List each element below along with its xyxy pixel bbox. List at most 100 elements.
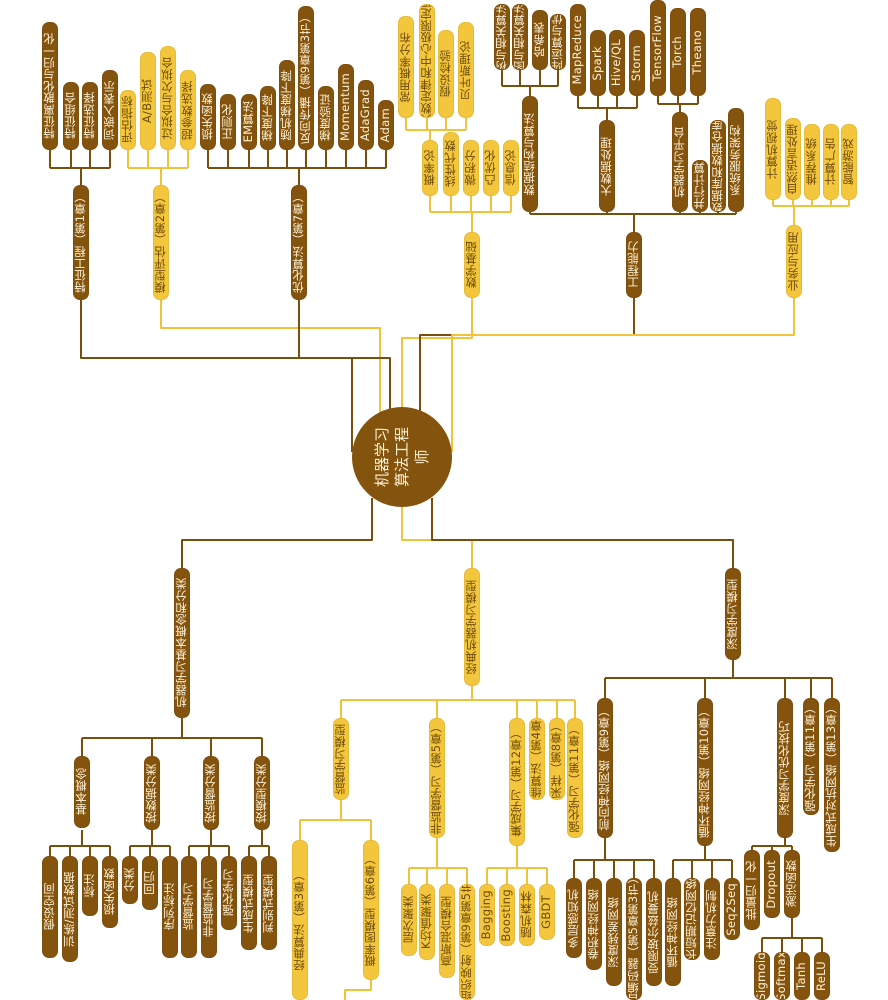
eval-leaf[interactable]: 过拟合与欠拟合 <box>160 46 176 150</box>
eng-leaf[interactable]: 大数据处理 <box>599 120 615 212</box>
ffn-leaf[interactable]: 自编码器（第5章第3节） <box>626 878 642 1000</box>
supervised-sub[interactable]: 经典算法（第3章） <box>292 840 308 1000</box>
basic-leaf[interactable]: 非监督学习 <box>201 856 217 958</box>
classic-category[interactable]: 降维算法（第4章） <box>529 718 545 800</box>
basic-leaf[interactable]: 分类 <box>122 856 138 904</box>
ffn-leaf[interactable]: 多层感知机 <box>566 878 582 958</box>
math-leaf[interactable]: 微积分 <box>463 140 479 196</box>
unsup-leaf[interactable]: 层次聚类 <box>401 884 417 956</box>
math-subleaf[interactable]: 常用概率分布 <box>398 16 414 118</box>
basic-category[interactable]: 按监督分类 <box>203 756 219 830</box>
bd-leaf[interactable]: MapReduce <box>570 4 586 96</box>
basic-category[interactable]: 按数据分类 <box>144 756 160 830</box>
basic-category[interactable]: 基本概念 <box>74 756 90 828</box>
eng-leaf[interactable]: 数据库和数据仓库 <box>710 120 726 212</box>
basic-leaf[interactable]: 损失函数 <box>102 856 118 928</box>
basic-category[interactable]: 按模型分类 <box>254 756 270 830</box>
unsup-leaf[interactable]: K均值聚类 <box>419 884 435 960</box>
ds-leaf[interactable]: 树与相关算法 <box>494 4 510 70</box>
deep-category[interactable]: 深度学习优化技巧 <box>777 698 793 838</box>
mlp-leaf[interactable]: Torch <box>670 8 686 96</box>
classic-category[interactable]: 监督学习模型 <box>333 718 349 800</box>
ds-leaf[interactable]: 矩阵运算与优化 <box>550 14 566 70</box>
basic-leaf[interactable]: 监督学习 <box>181 856 197 958</box>
opt-leaf[interactable]: Momentum <box>338 64 354 150</box>
opt-leaf[interactable]: AdaGrad <box>358 80 374 150</box>
branch-opt[interactable]: 优化算法（第7章） <box>291 185 307 300</box>
math-leaf[interactable]: 凸优化 <box>483 140 499 196</box>
eval-leaf[interactable]: 超参数选择 <box>180 70 196 150</box>
basic-leaf[interactable]: 假设空间 <box>42 856 58 958</box>
activation-leaf[interactable]: ReLU <box>814 952 830 1000</box>
deep-category[interactable]: 前向神经网络（第9章） <box>597 698 613 838</box>
rnn-leaf[interactable]: 注意力机制 <box>704 878 720 960</box>
ds-leaf[interactable]: 哈希表 <box>532 10 548 70</box>
math-subleaf[interactable]: 贝叶斯理论 <box>458 22 474 118</box>
eng-leaf[interactable]: 数据结构与算法 <box>522 96 538 212</box>
ffn-leaf[interactable]: 卷积神经网络 <box>586 878 602 970</box>
bd-leaf[interactable]: Spark <box>590 30 606 96</box>
ensemble-leaf[interactable]: Bagging <box>479 884 495 946</box>
ds-leaf[interactable]: 图与相关算法 <box>512 4 528 70</box>
basic-leaf[interactable]: 训练/测试数据 <box>62 856 78 962</box>
math-subleaf[interactable]: 假设检验 <box>438 30 454 118</box>
mlp-leaf[interactable]: TensorFlow <box>650 0 666 96</box>
eval-leaf[interactable]: 评估指标 <box>120 90 136 150</box>
eval-leaf[interactable]: A/B测试 <box>140 52 156 150</box>
ffn-leaf[interactable]: 深度残差网络 <box>606 878 622 986</box>
supervised-sub[interactable]: 概率图模型（第6章） <box>363 840 379 980</box>
classic-category[interactable]: 非监督学习（第5章） <box>429 718 445 838</box>
trick-leaf[interactable]: 批量归一化 <box>744 850 760 930</box>
opt-leaf[interactable]: 损失函数 <box>200 84 216 150</box>
branch-biz[interactable]: 业务与应用 <box>786 225 802 298</box>
classic-category[interactable]: 采样（第8章） <box>549 718 565 800</box>
branch-deep[interactable]: 深度学习模型 <box>725 568 741 660</box>
eng-leaf[interactable]: 机器学习平台 <box>672 112 688 212</box>
deep-category[interactable]: 循环神经网络（第10章） <box>697 698 713 846</box>
branch-classic[interactable]: 经典机器学习模型 <box>464 568 480 686</box>
basic-leaf[interactable]: 标注 <box>82 856 98 916</box>
feat-leaf[interactable]: 特征选择 <box>82 82 98 150</box>
biz-leaf[interactable]: 计算机视觉 <box>765 98 781 200</box>
rnn-leaf[interactable]: 循环神经网络 <box>665 878 681 986</box>
opt-leaf[interactable]: 随机梯度下降 <box>279 60 295 150</box>
classic-category[interactable]: 强化学习（第11章） <box>567 718 583 838</box>
mlp-leaf[interactable]: Theano <box>690 8 706 96</box>
deep-category[interactable]: 强化学习（第11章） <box>803 698 819 815</box>
ensemble-leaf[interactable]: GBDT <box>539 884 555 940</box>
ffn-leaf[interactable]: 受限玻尔兹曼机 <box>646 878 662 986</box>
bd-leaf[interactable]: Storm <box>629 30 645 96</box>
root-node[interactable]: 机器学习算法工程师 <box>352 407 452 507</box>
eng-leaf[interactable]: 系统服务架构 <box>728 108 744 212</box>
biz-leaf[interactable]: 计算广告 <box>823 124 839 200</box>
unsup-leaf[interactable]: 高斯混合模型 <box>439 884 455 978</box>
ensemble-leaf[interactable]: 随机森林 <box>519 884 535 946</box>
opt-leaf[interactable]: 反向传播（第9章第3节） <box>298 6 314 150</box>
branch-basic[interactable]: 机器学习基本概念和分类 <box>174 568 190 718</box>
basic-leaf[interactable]: 强化学习 <box>221 856 237 930</box>
branch-math[interactable]: 数学基础 <box>464 232 480 298</box>
feat-leaf[interactable]: 词嵌入表示 <box>102 70 118 150</box>
basic-leaf[interactable]: 序列标注 <box>162 856 178 958</box>
unsup-leaf[interactable]: 自组织映射（第9章第5节） <box>459 884 475 1000</box>
branch-feat[interactable]: 特征工程（第1章） <box>73 185 89 300</box>
eng-leaf[interactable]: 并行计算 <box>692 160 708 212</box>
basic-leaf[interactable]: 回归 <box>142 856 158 910</box>
opt-leaf[interactable]: 正则化 <box>220 94 236 150</box>
biz-leaf[interactable]: 推荐系统 <box>804 124 820 200</box>
branch-eng[interactable]: 工程能力 <box>626 232 642 298</box>
basic-leaf[interactable]: 判别式模型 <box>261 856 277 950</box>
math-leaf[interactable]: 信息论 <box>503 140 519 196</box>
rnn-leaf[interactable]: 长短期记忆网络 <box>684 878 700 960</box>
biz-leaf[interactable]: 智能游戏 <box>841 124 857 200</box>
activation-leaf[interactable]: Sigmoid <box>754 952 770 1000</box>
math-leaf[interactable]: 线性代数 <box>443 132 459 196</box>
activation-leaf[interactable]: Softmax <box>774 952 790 1000</box>
opt-leaf[interactable]: EM算法 <box>241 94 257 150</box>
trick-leaf[interactable]: 激活函数 <box>784 850 800 918</box>
activation-leaf[interactable]: Tanh <box>794 952 810 1000</box>
rnn-leaf[interactable]: Seq2Seq <box>724 878 740 940</box>
deep-category[interactable]: 生成式对抗网络（第13章） <box>824 698 840 852</box>
branch-eval[interactable]: 模型评估（第2章） <box>153 185 169 300</box>
opt-leaf[interactable]: 梯度验证 <box>318 86 334 150</box>
